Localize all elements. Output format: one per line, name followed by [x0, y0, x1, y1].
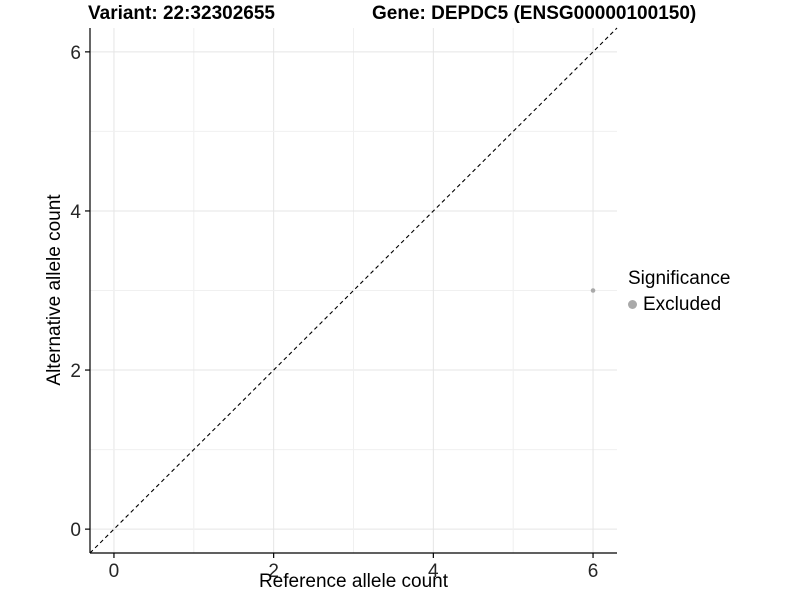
variant-title: Variant: 22:32302655: [88, 3, 275, 24]
legend-entry-label: Excluded: [643, 294, 722, 315]
legend: Significance Excluded: [628, 267, 730, 316]
gene-title: Gene: DEPDC5 (ENSG00000100150): [372, 3, 697, 24]
y-tick-label: 2: [70, 361, 81, 382]
legend-entry-excluded: Excluded: [628, 293, 730, 316]
y-tick-label: 6: [70, 43, 81, 64]
y-axis-title: Alternative allele count: [44, 194, 65, 386]
x-axis-title: Reference allele count: [258, 571, 449, 592]
y-tick-label: 0: [70, 520, 81, 541]
identity-line: [89, 27, 618, 554]
legend-title: Significance: [628, 268, 731, 289]
x-tick-label: 4: [428, 561, 439, 582]
x-tick-label: 0: [109, 561, 120, 582]
x-tick-label: 6: [588, 561, 599, 582]
legend-point-icon: [628, 300, 637, 309]
y-tick-label: 4: [70, 202, 81, 223]
data-point: [590, 288, 596, 293]
x-tick-label: 2: [268, 561, 279, 582]
